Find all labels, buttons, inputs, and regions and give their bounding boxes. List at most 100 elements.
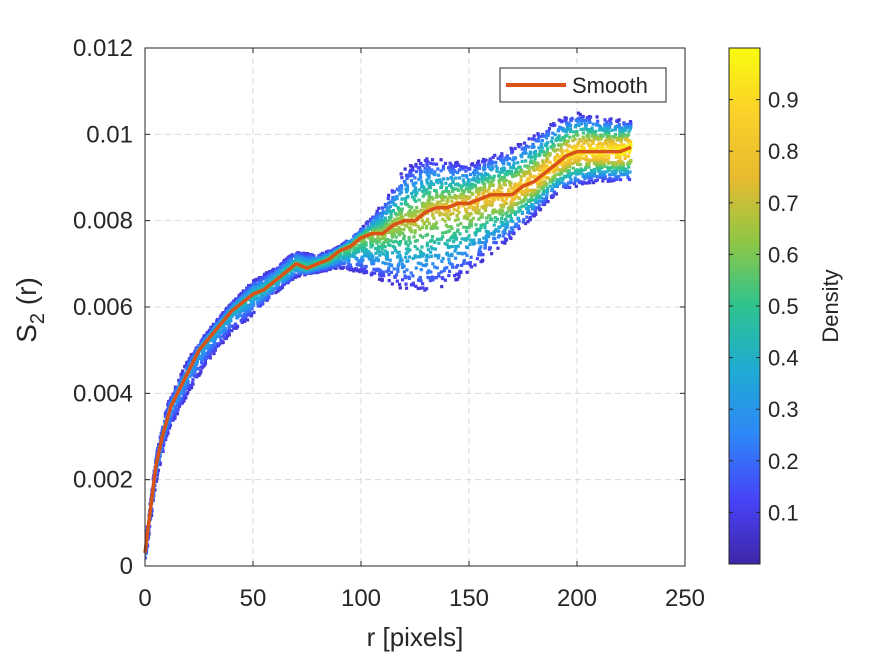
scatter-point [427,222,432,226]
scatter-point [224,331,228,335]
scatter-point [557,155,561,160]
scatter-point [594,159,599,164]
scatter-point [498,210,502,215]
scatter-point [610,140,614,144]
scatter-point [628,120,633,124]
scatter-point [481,223,485,227]
scatter-point [533,163,537,167]
scatter-point [618,178,623,182]
scatter-point [482,185,487,189]
scatter-point [405,190,409,194]
scatter-point [553,123,557,127]
scatter-point [329,264,333,268]
scatter-point [370,224,375,228]
scatter-point [193,364,197,369]
scatter-point [511,174,515,179]
scatter-point [509,216,513,221]
scatter-point [256,304,260,308]
scatter-point [171,392,175,396]
scatter-point [548,184,552,188]
scatter-point [374,221,379,225]
scatter-point [389,228,394,232]
scatter-point [530,165,534,170]
scatter-point [514,194,518,199]
scatter-point [553,155,557,160]
scatter-point [381,241,386,245]
scatter-point [401,222,405,227]
scatter-point [574,154,578,158]
scatter-point [456,263,460,268]
scatter-point [553,149,557,153]
scatter-point [600,166,604,170]
scatter-point [624,138,628,142]
scatter-point [595,115,599,119]
scatter-point [365,230,370,235]
scatter-point [241,315,245,319]
scatter-point [446,245,450,249]
scatter-point [590,134,594,138]
scatter-point [396,229,401,233]
scatter-point [228,303,232,307]
scatter-point [590,178,594,182]
scatter-point [628,170,632,174]
scatter-point [442,177,446,181]
scatter-point [429,161,433,166]
scatter-point [425,163,429,168]
scatter-point [371,226,375,231]
scatter-point [407,238,411,242]
scatter-point [248,284,252,288]
scatter-point [446,177,450,181]
scatter-point [451,189,455,193]
scatter-point [418,188,422,192]
scatter-point [467,179,471,183]
scatter-point [437,208,441,212]
scatter-point [606,127,610,132]
scatter-point [195,362,199,366]
scatter-point [449,235,453,240]
scatter-point [179,401,183,405]
scatter-point [608,119,612,123]
scatter-point [434,189,438,193]
scatter-point [562,137,566,141]
scatter-point [516,224,520,228]
scatter-point [256,302,260,306]
scatter-point [362,224,366,228]
scatter-point [383,205,387,209]
scatter-point [208,344,212,348]
scatter-point [411,221,415,225]
scatter-point [307,256,312,260]
scatter-point [472,238,476,242]
scatter-point [414,194,418,198]
scatter-point [399,211,403,215]
scatter-point [585,116,589,120]
scatter-point [491,155,495,159]
scatter-point [437,241,441,245]
scatter-point [145,556,147,560]
scatter-point [281,283,285,287]
scatter-point [429,206,433,210]
scatter-point [369,239,373,243]
scatter-point [363,267,367,271]
scatter-point [426,207,430,211]
scatter-point [492,223,496,227]
scatter-point [433,247,437,251]
scatter-point [425,219,430,223]
scatter-point [404,276,408,280]
scatter-point [610,170,615,174]
scatter-point [398,185,402,189]
scatter-point [474,223,478,227]
scatter-point [510,209,514,213]
scatter-point [544,196,549,201]
scatter-point [530,155,534,159]
scatter-point [434,195,439,199]
scatter-point [536,162,540,166]
scatter-point [482,182,487,186]
scatter-point [507,156,512,161]
scatter-point [428,186,432,190]
scatter-point [539,144,543,148]
scatter-point [451,167,455,171]
scatter-point [255,293,259,297]
scatter-point [313,265,317,269]
scatter-point [532,134,536,138]
scatter-point [485,220,489,224]
